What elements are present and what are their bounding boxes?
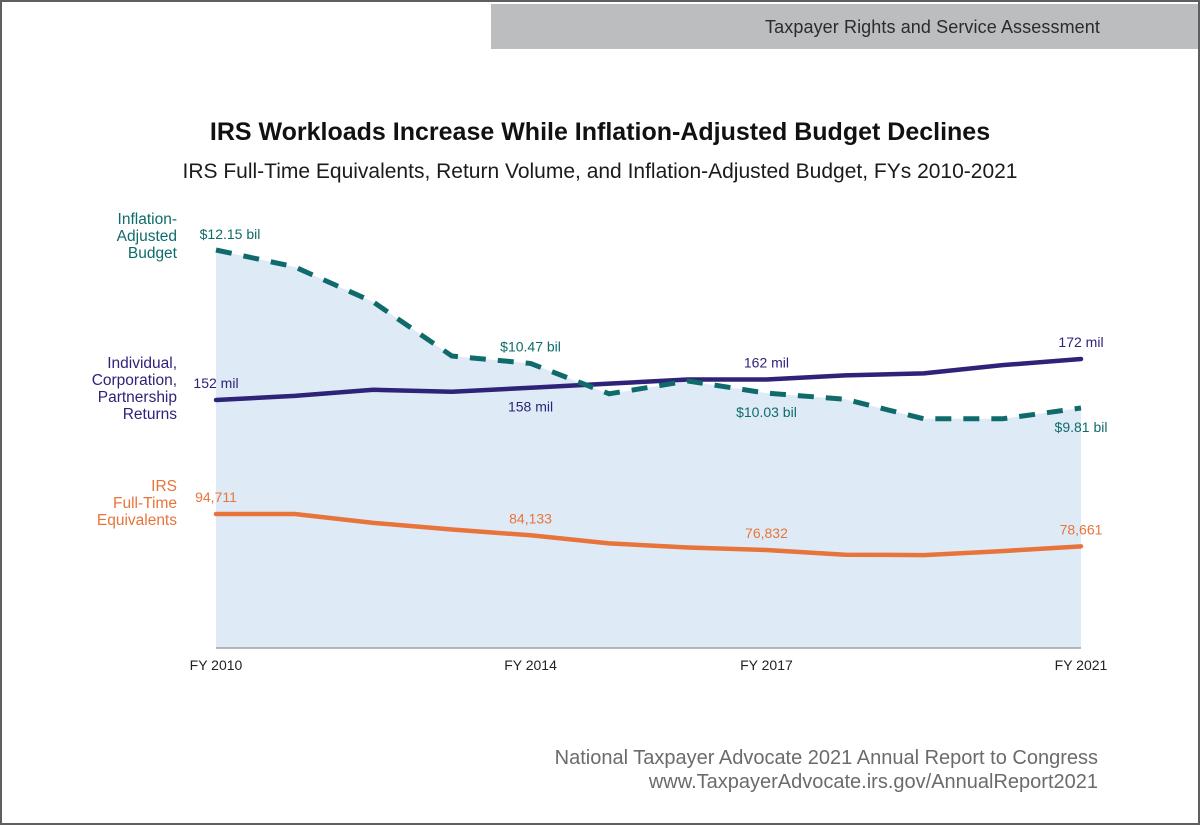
legend-label-line: Adjusted	[117, 228, 177, 245]
legend-label-line: Returns	[123, 406, 178, 423]
data-label: 152 mil	[193, 375, 238, 391]
data-label: $10.47 bil	[500, 338, 561, 354]
data-label: $10.03 bil	[736, 404, 797, 420]
x-tick-label: FY 2017	[740, 657, 793, 673]
budget-area-fill	[216, 250, 1081, 648]
legend-label-line: Partnership	[98, 389, 177, 406]
legend-label-line: Full-Time	[113, 495, 177, 512]
data-label: 76,832	[745, 525, 788, 541]
legend-label-line: Inflation-	[118, 211, 177, 228]
chart-subtitle: IRS Full-Time Equivalents, Return Volume…	[182, 160, 1018, 183]
series-line-returns	[213, 356, 1084, 403]
x-tick-label: FY 2014	[504, 657, 557, 673]
data-label: 162 mil	[744, 355, 789, 371]
x-tick-label: FY 2010	[190, 657, 243, 673]
x-axis: FY 2010 FY 2014 FY 2017 FY 2021	[190, 647, 1108, 673]
legend-label-line: Corporation,	[92, 372, 177, 389]
data-label: 158 mil	[508, 399, 553, 415]
data-label: 94,711	[195, 489, 237, 505]
footer-report-name: National Taxpayer Advocate 2021 Annual R…	[554, 747, 1098, 769]
section-header-text: Taxpayer Rights and Service Assessment	[765, 17, 1100, 37]
legend-label-line: Budget	[128, 245, 178, 262]
series-lines	[213, 247, 1084, 558]
footer-url[interactable]: www.TaxpayerAdvocate.irs.gov/AnnualRepor…	[648, 771, 1098, 793]
data-label: $9.81 bil	[1055, 419, 1108, 435]
x-tick-label: FY 2021	[1055, 657, 1108, 673]
data-label: 172 mil	[1058, 334, 1103, 350]
report-footer: National Taxpayer Advocate 2021 Annual R…	[555, 746, 1098, 794]
data-labels: $12.15 bil $10.47 bil $10.03 bil $9.81 bil 1…	[193, 226, 1107, 541]
data-label: $12.15 bil	[200, 226, 261, 242]
data-label: 84,133	[509, 510, 552, 526]
legend-label-line: Individual,	[107, 355, 177, 372]
legend-label-line: Equivalents	[97, 512, 177, 529]
data-label: 78,661	[1060, 521, 1103, 537]
section-header-band: Taxpayer Rights and Service Assessment	[491, 4, 1198, 49]
series-line-budget	[215, 247, 1082, 422]
series-line-fte	[213, 511, 1084, 558]
budget-area-layer	[216, 250, 1081, 648]
chart-title: IRS Workloads Increase While Inflation-A…	[209, 118, 991, 146]
legend-label-line: IRS	[151, 478, 177, 495]
